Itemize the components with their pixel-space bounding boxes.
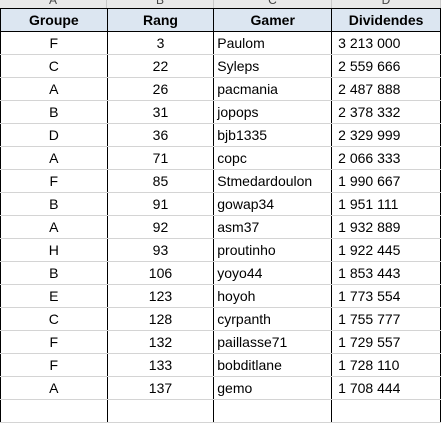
table-row: D 36 bjb1335 2 329 999 [0, 123, 441, 147]
table-row: F 3 Paulom 3 213 000 [0, 31, 441, 55]
cell-group[interactable]: B [0, 100, 108, 124]
cell-group[interactable]: H [0, 238, 108, 262]
table-row: A 26 pacmania 2 487 888 [0, 77, 441, 101]
cell-rank[interactable]: 132 [106, 330, 215, 354]
table-row: H 93 proutinho 1 922 445 [0, 238, 441, 262]
cell-dividends[interactable]: 2 559 666 [331, 54, 441, 78]
table-row: F 133 bobditlane 1 728 110 [0, 353, 441, 377]
table-row: B 91 gowap34 1 951 111 [0, 192, 441, 216]
cell-group[interactable]: F [0, 330, 108, 354]
table-row: A 92 asm37 1 932 889 [0, 215, 441, 239]
cell-gamer[interactable]: yoyo44 [213, 261, 333, 285]
cell-rank[interactable]: 93 [106, 238, 215, 262]
cell-group[interactable]: F [0, 353, 108, 377]
table-row: A 137 gemo 1 708 444 [0, 376, 441, 400]
cell-group[interactable]: A [0, 77, 108, 101]
table-row: C 22 Syleps 2 559 666 [0, 54, 441, 78]
cell-rank[interactable]: 123 [106, 284, 215, 308]
column-header-d[interactable]: D [332, 0, 441, 8]
table-row: B 31 jopops 2 378 332 [0, 100, 441, 124]
cell-gamer[interactable]: asm37 [213, 215, 333, 239]
cell-rank[interactable]: 128 [106, 307, 215, 331]
cell-rank[interactable]: 133 [106, 353, 215, 377]
cell-rank[interactable]: 137 [106, 376, 215, 400]
cell-rank[interactable]: 26 [106, 77, 215, 101]
header-cell-rank[interactable]: Rang [106, 8, 215, 32]
cell-group[interactable]: F [0, 169, 108, 193]
cell-dividends[interactable]: 1 951 111 [331, 192, 441, 216]
cell-gamer[interactable]: cyrpanth [213, 307, 333, 331]
cell-gamer[interactable]: gowap34 [213, 192, 333, 216]
cell-dividends[interactable]: 2 487 888 [331, 77, 441, 101]
cell-group[interactable]: E [0, 284, 108, 308]
cell-dividends[interactable]: 3 213 000 [331, 31, 441, 55]
cell-group[interactable]: D [0, 123, 108, 147]
cell-group[interactable]: A [0, 376, 108, 400]
cell-dividends[interactable]: 1 990 667 [331, 169, 441, 193]
column-header-b[interactable]: B [107, 0, 214, 8]
cell-rank[interactable] [106, 399, 215, 423]
cell-dividends[interactable]: 2 378 332 [331, 100, 441, 124]
table-row: B 106 yoyo44 1 853 443 [0, 261, 441, 285]
cell-rank[interactable]: 3 [106, 31, 215, 55]
table-row: F 132 paillasse71 1 729 557 [0, 330, 441, 354]
header-row: Groupe Rang Gamer Dividendes [0, 8, 441, 32]
cell-rank[interactable]: 106 [106, 261, 215, 285]
cell-dividends[interactable]: 1 729 557 [331, 330, 441, 354]
cell-dividends[interactable]: 2 066 333 [331, 146, 441, 170]
cell-group[interactable]: A [0, 146, 108, 170]
cell-gamer[interactable]: Syleps [213, 54, 333, 78]
cell-dividends[interactable]: 1 853 443 [331, 261, 441, 285]
column-header-c[interactable]: C [214, 0, 332, 8]
cell-gamer[interactable]: gemo [213, 376, 333, 400]
cell-group[interactable]: C [0, 307, 108, 331]
cell-gamer[interactable] [213, 399, 333, 423]
table-row [0, 399, 441, 423]
cell-dividends[interactable] [331, 399, 441, 423]
header-cell-dividends[interactable]: Dividendes [331, 8, 441, 32]
cell-dividends[interactable]: 1 755 777 [331, 307, 441, 331]
cell-group[interactable]: F [0, 31, 108, 55]
table-row: F 85 Stmedardoulon 1 990 667 [0, 169, 441, 193]
header-cell-group[interactable]: Groupe [0, 8, 108, 32]
cell-gamer[interactable]: bobditlane [213, 353, 333, 377]
table-row: C 128 cyrpanth 1 755 777 [0, 307, 441, 331]
cell-gamer[interactable]: jopops [213, 100, 333, 124]
header-cell-gamer[interactable]: Gamer [213, 8, 333, 32]
cell-rank[interactable]: 22 [106, 54, 215, 78]
cell-rank[interactable]: 92 [106, 215, 215, 239]
cell-gamer[interactable]: copc [213, 146, 333, 170]
cell-gamer[interactable]: paillasse71 [213, 330, 333, 354]
cell-group[interactable]: B [0, 192, 108, 216]
cell-dividends[interactable]: 1 773 554 [331, 284, 441, 308]
cell-dividends[interactable]: 2 329 999 [331, 123, 441, 147]
cell-dividends[interactable]: 1 728 110 [331, 353, 441, 377]
cell-dividends[interactable]: 1 932 889 [331, 215, 441, 239]
data-table: Groupe Rang Gamer Dividendes F 3 Paulom 3 2… [0, 8, 441, 423]
cell-rank[interactable]: 85 [106, 169, 215, 193]
table-row: A 71 copc 2 066 333 [0, 146, 441, 170]
column-header-a[interactable]: A [0, 0, 107, 8]
cell-group[interactable]: A [0, 215, 108, 239]
cell-gamer[interactable]: Paulom [213, 31, 333, 55]
table-row: E 123 hoyoh 1 773 554 [0, 284, 441, 308]
cell-gamer[interactable]: Stmedardoulon [213, 169, 333, 193]
cell-gamer[interactable]: pacmania [213, 77, 333, 101]
cell-gamer[interactable]: hoyoh [213, 284, 333, 308]
cell-rank[interactable]: 71 [106, 146, 215, 170]
cell-rank[interactable]: 36 [106, 123, 215, 147]
cell-dividends[interactable]: 1 708 444 [331, 376, 441, 400]
cell-rank[interactable]: 31 [106, 100, 215, 124]
cell-group[interactable]: C [0, 54, 108, 78]
table-body: F 3 Paulom 3 213 000 C 22 Syleps 2 559 666 A 26 pa… [0, 31, 441, 423]
cell-rank[interactable]: 91 [106, 192, 215, 216]
cell-group[interactable]: B [0, 261, 108, 285]
cell-gamer[interactable]: bjb1335 [213, 123, 333, 147]
cell-group[interactable] [0, 399, 108, 423]
cell-dividends[interactable]: 1 922 445 [331, 238, 441, 262]
cell-gamer[interactable]: proutinho [213, 238, 333, 262]
